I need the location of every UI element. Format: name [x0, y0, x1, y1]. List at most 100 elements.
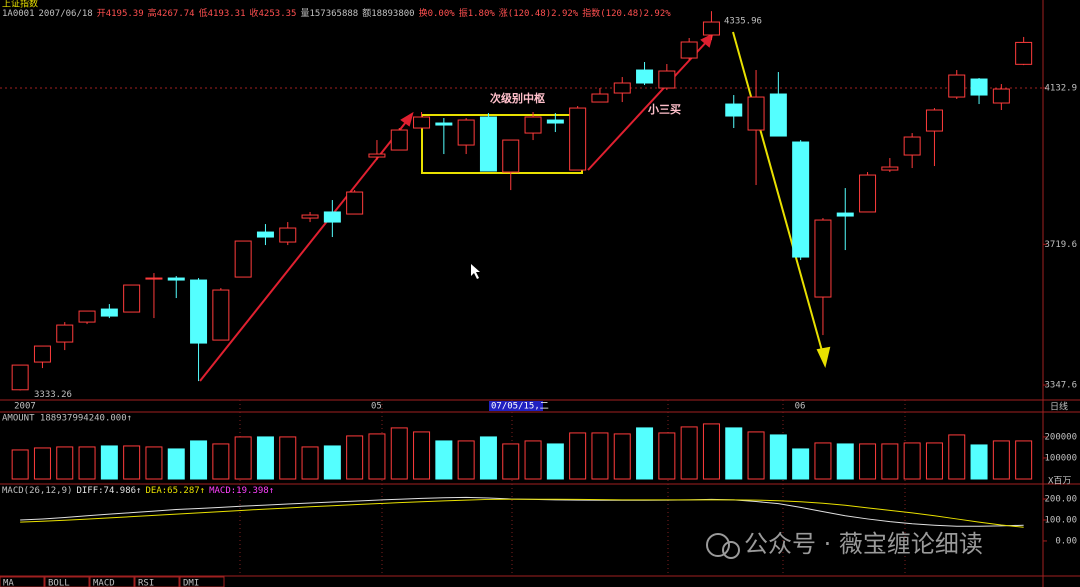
- candle-body: [346, 191, 364, 215]
- cursor-date-bg: [489, 401, 543, 411]
- volume-bar: [479, 436, 497, 480]
- time-grid: [239, 400, 906, 576]
- candle-body: [903, 136, 921, 156]
- y-tick-label: 100.00: [1044, 515, 1077, 525]
- high-label: 4335.96: [724, 17, 762, 27]
- candle-body: [11, 364, 29, 391]
- candle-body: [636, 69, 654, 84]
- volume-bar: [658, 432, 676, 480]
- volume-bar: [435, 440, 453, 480]
- volume-bar: [524, 440, 542, 480]
- volume-bar: [502, 443, 520, 480]
- candle-body: [145, 277, 163, 280]
- candle-body: [680, 41, 698, 59]
- volume-bar: [11, 449, 29, 480]
- quote-field: 换0.00%: [419, 7, 456, 19]
- candle-body: [702, 21, 720, 36]
- index-name: 上证指数: [2, 0, 38, 10]
- macd-line: [20, 496, 1024, 527]
- candle-body: [256, 231, 274, 238]
- candle-body: [123, 284, 141, 313]
- volume-bar: [301, 446, 319, 480]
- candle-body: [836, 212, 854, 217]
- quote-field: 振1.80%: [459, 7, 496, 19]
- quote-field: 2007/06/18: [39, 9, 93, 19]
- volume-bar: [145, 446, 163, 480]
- y-tick-label: 3719.6: [1044, 240, 1077, 250]
- volume-bar: [1015, 440, 1033, 480]
- quote-field: 高4267.74: [148, 7, 195, 19]
- macd-params: MACD(26,12,9): [2, 486, 72, 496]
- candle-body: [457, 119, 475, 146]
- volume-bar: [346, 435, 364, 480]
- candle-body: [524, 116, 542, 134]
- tab-label: MA: [3, 579, 14, 587]
- volume-bar: [903, 442, 921, 480]
- candle-body: [502, 139, 520, 173]
- volume-bar: [747, 431, 765, 480]
- candle-body: [56, 324, 74, 343]
- volume-bar: [100, 445, 118, 480]
- candle-body: [279, 227, 297, 243]
- volume-bar: [680, 426, 698, 480]
- candle-body: [725, 103, 743, 117]
- quote-field: 收4253.35: [250, 7, 297, 19]
- tab[interactable]: [89, 576, 135, 587]
- mouse-cursor: [471, 264, 480, 279]
- tab[interactable]: [44, 576, 90, 587]
- quote-field: 指数(120.48)2.92%: [582, 7, 671, 19]
- y-tick-label: 200000: [1044, 432, 1077, 442]
- volume-bar: [323, 445, 341, 480]
- y-tick-label: 100000: [1044, 453, 1077, 463]
- quote-field: 量157365888: [300, 8, 358, 19]
- period-label: 日线: [1050, 401, 1068, 413]
- candle-body: [769, 93, 787, 137]
- watermark: 公众号 · 薇宝缠论细读: [706, 530, 983, 559]
- volume-bar: [725, 427, 743, 480]
- quote-field: 开4195.39: [97, 8, 144, 19]
- volume-bar: [279, 436, 297, 480]
- quote-field: 额18893800: [362, 7, 414, 19]
- tab-label: BOLL: [48, 579, 70, 587]
- candle-body: [234, 240, 252, 278]
- volume-bar: [368, 433, 386, 480]
- tab-label: MACD: [93, 579, 115, 587]
- low-label: 3333.26: [34, 390, 72, 400]
- tab[interactable]: [134, 576, 180, 587]
- quote-info: 1A0001 2007/06/18 开4195.39 高4267.74 低4193.31…: [2, 7, 671, 19]
- tab[interactable]: [179, 576, 225, 587]
- candle-body: [925, 109, 943, 132]
- candle-body: [368, 153, 386, 158]
- volume-bar: [167, 448, 185, 480]
- volume-bar: [925, 442, 943, 480]
- volume-bar: [256, 436, 274, 480]
- volume-bar: [591, 432, 609, 480]
- watermark-text: 公众号 · 薇宝缠论细读: [744, 530, 983, 558]
- volume-bar: [457, 440, 475, 480]
- candle-body: [881, 166, 899, 171]
- tab[interactable]: [0, 576, 45, 587]
- legend-entry: DIFF:74.986↑: [76, 486, 141, 496]
- quote-field: 涨(120.48)2.92%: [499, 8, 579, 19]
- candle-body: [948, 74, 966, 98]
- candle-body: [323, 211, 341, 223]
- candle-body: [435, 122, 453, 126]
- trend-arrows: [199, 33, 714, 382]
- volume-bar: [792, 448, 810, 480]
- candle-body: [100, 308, 118, 317]
- volume-bar: [636, 427, 654, 480]
- candle-body: [479, 116, 497, 172]
- y-tick-label: 3347.6: [1044, 381, 1077, 391]
- volume-bar: [881, 443, 899, 480]
- tab-bar: MA BOLL MACD RSI DMI: [0, 576, 225, 587]
- volume-bar: [836, 443, 854, 480]
- x-tick-label: 06: [795, 402, 806, 412]
- candle-body: [992, 88, 1010, 104]
- candle-body: [970, 78, 988, 96]
- legend-entry: DEA:65.287↑: [145, 486, 205, 496]
- volume-bar: [859, 443, 877, 480]
- tab-label: DMI: [183, 579, 199, 587]
- volume-bar: [970, 444, 988, 480]
- volume-bar: [546, 443, 564, 480]
